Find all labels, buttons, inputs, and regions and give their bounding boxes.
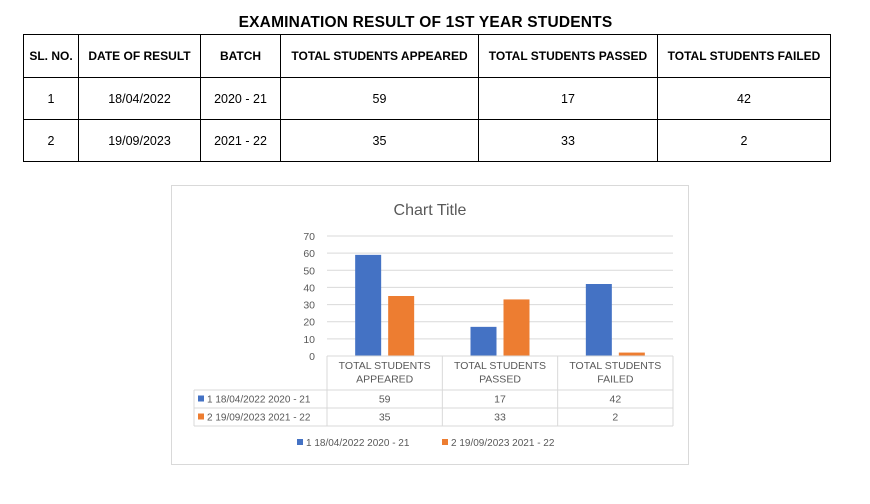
- y-tick-label: 40: [303, 282, 315, 294]
- page-heading: EXAMINATION RESULT OF 1ST YEAR STUDENTS: [238, 14, 613, 31]
- bar-chart: Chart Title 0 10 20 30 40 50 60 70 TOTAL STUDENTS…: [193, 202, 674, 449]
- x-category-label: TOTAL STUDENTS: [339, 360, 431, 372]
- bar: [470, 326, 497, 356]
- table-row: 1 18/04/2022 2020 - 21 59 17 42: [23, 77, 831, 120]
- cell-appeared: 35: [280, 119, 479, 162]
- bar: [585, 284, 612, 356]
- data-label: 2: [612, 412, 618, 424]
- chart-container: Chart Title 0 10 20 30 40 50 60 70 TOTAL STUDENTS…: [171, 185, 689, 465]
- legend-label: 2 19/09/2023 2021 - 22: [451, 438, 555, 449]
- cell-passed: 17: [478, 77, 658, 120]
- bar: [355, 254, 382, 356]
- header-date-of-result: DATE OF RESULT: [78, 34, 201, 78]
- cell-failed: 42: [657, 77, 831, 120]
- header-sl-no: SL. NO.: [23, 34, 79, 78]
- y-tick-label: 0: [309, 351, 315, 363]
- cell-failed: 2: [657, 119, 831, 162]
- header-batch: BATCH: [200, 34, 281, 78]
- cell-sl-no: 2: [23, 119, 79, 162]
- cell-date: 19/09/2023: [78, 119, 201, 162]
- legend-label: 1 18/04/2022 2020 - 21: [306, 438, 410, 449]
- x-category-label: TOTAL STUDENTS: [569, 360, 661, 372]
- data-label: 59: [379, 394, 391, 406]
- data-label: 33: [494, 412, 506, 424]
- x-category-label: TOTAL STUDENTS: [454, 360, 546, 372]
- result-table: SL. NO. DATE OF RESULT BATCH TOTAL STUDE…: [23, 34, 831, 162]
- y-tick-label: 50: [303, 265, 315, 277]
- cell-date: 18/04/2022: [78, 77, 201, 120]
- cell-sl-no: 1: [23, 77, 79, 120]
- data-table-legend-key: [198, 413, 204, 420]
- data-label: 42: [609, 394, 621, 406]
- cell-appeared: 59: [280, 77, 479, 120]
- data-table-series-name: 2 19/09/2023 2021 - 22: [207, 413, 311, 424]
- x-category-label: PASSED: [479, 374, 521, 386]
- cell-batch: 2021 - 22: [200, 119, 281, 162]
- legend-swatch: [442, 439, 448, 445]
- y-tick-label: 60: [303, 248, 315, 260]
- data-table-legend-key: [198, 395, 204, 402]
- y-tick-label: 20: [303, 317, 315, 329]
- cell-passed: 33: [478, 119, 658, 162]
- x-category-label: APPEARED: [356, 374, 414, 386]
- y-tick-label: 10: [303, 334, 315, 346]
- data-table-series-name: 1 18/04/2022 2020 - 21: [207, 395, 311, 406]
- header-appeared: TOTAL STUDENTS APPEARED: [280, 34, 479, 78]
- legend-swatch: [297, 439, 303, 445]
- table-header-row: SL. NO. DATE OF RESULT BATCH TOTAL STUDE…: [23, 34, 831, 78]
- x-category-label: FAILED: [597, 374, 634, 386]
- bar: [388, 296, 415, 356]
- cell-batch: 2020 - 21: [200, 77, 281, 120]
- bar: [618, 352, 645, 356]
- y-tick-label: 30: [303, 300, 315, 312]
- header-passed: TOTAL STUDENTS PASSED: [478, 34, 658, 78]
- data-label: 35: [379, 412, 391, 424]
- header-failed: TOTAL STUDENTS FAILED: [657, 34, 831, 78]
- y-tick-label: 70: [303, 231, 315, 243]
- bar: [503, 299, 530, 356]
- data-label: 17: [494, 394, 506, 406]
- table-row: 2 19/09/2023 2021 - 22 35 33 2: [23, 119, 831, 162]
- chart-title: Chart Title: [394, 202, 467, 219]
